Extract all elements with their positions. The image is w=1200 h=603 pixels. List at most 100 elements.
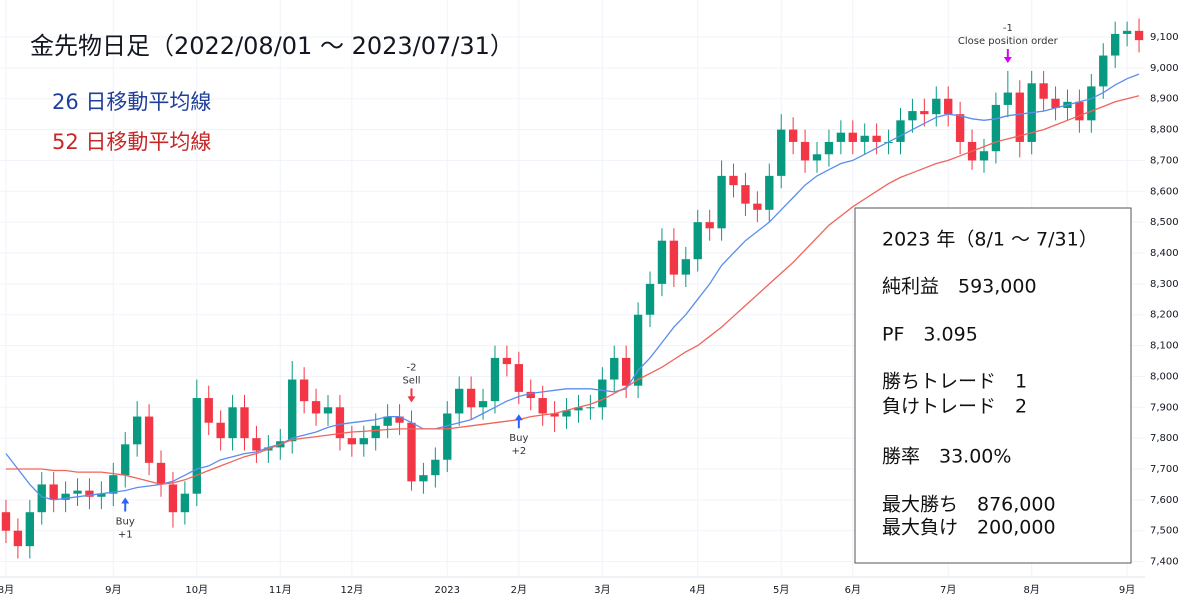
candle-body [49,484,58,500]
y-tick-label: 8,700 [1150,155,1179,166]
stat-line: 最大負け 200,000 [882,517,1056,539]
y-tick-label: 7,800 [1150,433,1179,444]
y-tick-label: 8,200 [1150,310,1179,321]
candle-body [335,407,345,439]
y-tick-label: 7,600 [1150,495,1179,506]
candle-body [645,283,655,315]
candle-body [431,459,440,476]
overlay: 7,400 7,500 7,600 7,700 7,800 7,900 8,000 8,100… [0,23,1179,596]
candle-body [729,175,738,186]
candle-body [73,490,82,494]
candle-body [669,240,679,275]
candle-body [586,407,595,409]
candle-body [598,379,607,408]
signal-label: Buy [116,517,135,528]
candle-body [621,357,631,386]
candle-body [1111,33,1120,56]
candle-body [359,438,368,445]
candle-body [812,154,822,161]
candle-body [37,484,46,513]
candle-body [1051,98,1060,108]
y-tick-label: 8,600 [1150,186,1179,197]
candle-body [144,416,154,463]
moving-average-line [6,95,1140,486]
candle-body [932,98,941,115]
stat-line: PF 3.095 [882,324,978,346]
candle-body [228,407,237,439]
candle-body [1003,92,1013,105]
candle-body [562,410,571,417]
signal-arrow [121,497,130,512]
candle-body [860,135,869,142]
candle-body [455,388,464,414]
candle-body [383,416,392,426]
candle-body [908,111,917,121]
y-tick-label: 8,100 [1150,341,1179,352]
candle-body [478,401,488,408]
candle-body [872,135,881,142]
stat-line: 勝ちトレード 1 [882,371,1027,393]
x-tick-label: 8月 [0,584,14,596]
x-tick-label: 9月 [1119,584,1135,596]
signal-arrow [407,388,416,403]
stat-line: 2023 年（8/1 〜 7/31） [882,229,1098,251]
candle-body [61,493,70,500]
x-tick-label: 8月 [1024,584,1040,596]
candle-body [323,407,333,414]
y-tick-label: 8,000 [1150,371,1179,382]
candle-body [991,104,1001,152]
y-tick-label: 8,400 [1150,248,1179,259]
signal-label: +1 [118,530,133,541]
candle-body [180,493,190,513]
candle-body [25,512,34,547]
candle-body [777,129,786,176]
candle-body [550,413,559,417]
candle-body [240,407,249,439]
candle-body [192,398,201,494]
candle-body [419,475,428,482]
candle-body [204,398,213,423]
y-tick-label: 9,000 [1150,63,1179,74]
signal-label: -2 [406,362,416,373]
candle-body [1122,30,1132,34]
x-tick-label: 10月 [185,584,208,596]
signal-label: -1 [1003,23,1013,34]
candle-body [132,416,142,445]
candle-body [1099,55,1108,87]
x-tick-label: 3月 [594,584,610,596]
candle-body [514,364,524,392]
candle-body [299,379,309,402]
x-tick-label: 2月 [511,584,527,596]
y-tick-label: 8,800 [1150,125,1179,136]
stat-line: 勝率 33.00% [882,446,1011,468]
candle-body [407,422,416,482]
candle-body [574,407,583,411]
x-tick-label: 7月 [940,584,956,596]
stats-box [854,207,1132,564]
candle-body [633,314,643,386]
signal-arrow [514,414,523,429]
candle-body [788,129,798,142]
candle-body [848,132,857,142]
candle-body [717,175,726,229]
candle-body [1075,101,1084,121]
candle-body [800,141,810,161]
signal-label: Buy [509,433,528,444]
y-tick-label: 9,100 [1150,32,1179,43]
candle-body [502,357,512,365]
candle-body [753,203,762,210]
candle-body [836,132,846,142]
candle-body [979,151,989,161]
candle-body [168,484,178,513]
candle-body [1039,83,1048,99]
y-tick-label: 7,700 [1150,464,1179,475]
moving-average-line [5,73,1140,501]
signal-label: +2 [511,446,526,457]
x-tick-label: 11月 [269,584,292,596]
candle-body [311,401,321,414]
candle-body [156,462,166,485]
candle-body [466,388,476,408]
stat-line: 最大勝ち 876,000 [882,494,1056,516]
candle-body [216,422,225,439]
